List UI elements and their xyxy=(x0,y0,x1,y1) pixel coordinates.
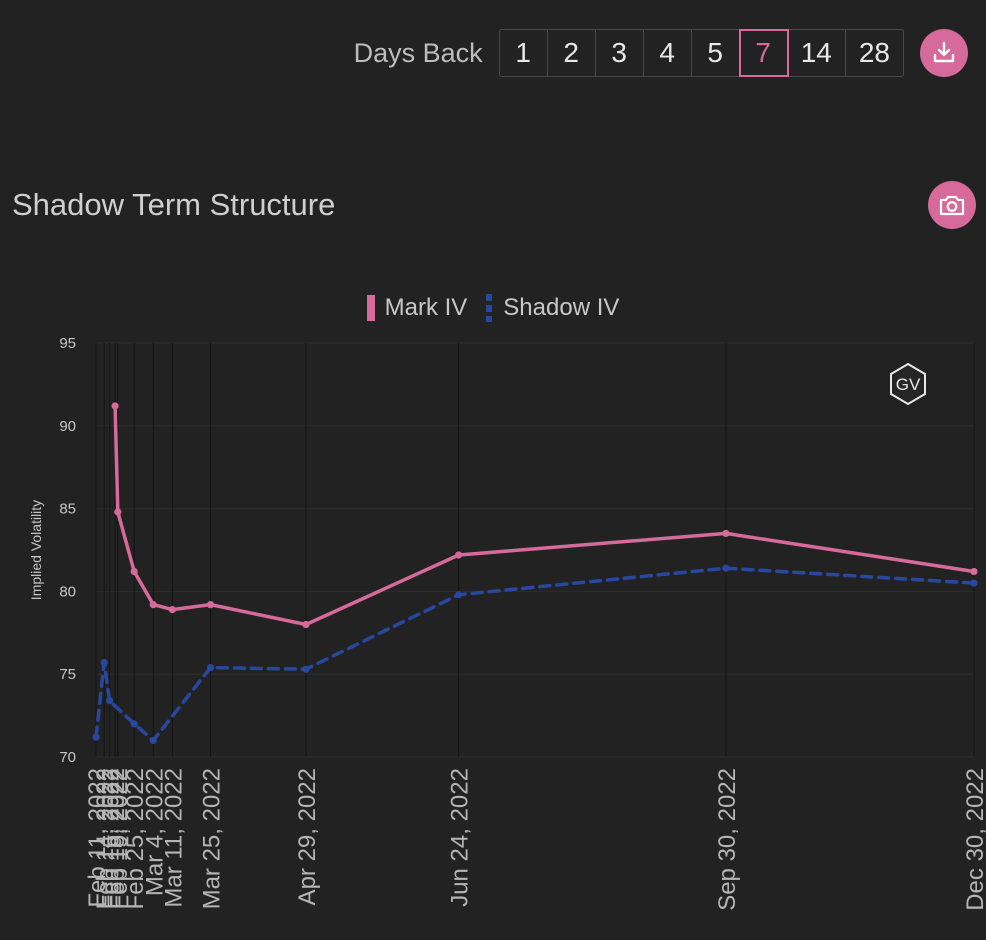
days-back-option-3[interactable]: 3 xyxy=(596,30,644,76)
data-point-shadow-iv xyxy=(106,697,114,705)
gv-logo-text: GV xyxy=(896,375,921,394)
data-point-shadow-iv xyxy=(100,659,108,667)
x-tick-label: Feb 16, 2022 xyxy=(98,768,125,909)
data-point-shadow-iv xyxy=(206,663,215,672)
y-tick-label: 85 xyxy=(59,501,76,518)
chart-legend: Mark IV Shadow IV xyxy=(0,294,986,322)
legend-item-shadow-iv[interactable]: Shadow IV xyxy=(485,294,619,322)
series-line-mark-iv xyxy=(113,404,976,627)
x-tick-label: Sep 30, 2022 xyxy=(714,768,741,911)
days-back-button-group: 1 2 3 4 5 7 14 28 xyxy=(498,29,904,77)
data-point-shadow-iv xyxy=(302,665,310,673)
days-back-label: Days Back xyxy=(353,37,483,68)
data-point-mark-iv xyxy=(722,529,730,538)
y-tick-label: 95 xyxy=(59,335,76,352)
days-back-option-14[interactable]: 14 xyxy=(788,30,846,76)
download-icon xyxy=(933,41,955,63)
legend-swatch-mark-iv xyxy=(366,295,375,321)
y-tick-label: 70 xyxy=(59,749,76,766)
days-back-option-4[interactable]: 4 xyxy=(644,30,692,76)
chart-header: Shadow Term Structure xyxy=(12,180,976,230)
x-tick-label: Feb 19, 2022 xyxy=(106,768,133,909)
x-tick-label: Mar 11, 2022 xyxy=(160,768,187,908)
x-tick-label: Feb 11, 2022 xyxy=(84,768,111,908)
x-tick-label: Dec 30, 2022 xyxy=(962,768,986,911)
x-tick-label: Feb 14, 2022 xyxy=(92,768,119,909)
camera-icon xyxy=(939,195,965,216)
data-point-mark-iv xyxy=(111,402,119,410)
data-point-shadow-iv xyxy=(92,733,100,741)
x-tick-label: Mar 4, 2022 xyxy=(141,768,168,896)
data-point-shadow-iv xyxy=(970,579,978,587)
x-tick-label: Apr 29, 2022 xyxy=(294,768,321,905)
data-point-mark-iv xyxy=(206,601,215,609)
x-tick-label: Feb 25, 2022 xyxy=(122,768,149,909)
y-tick-label: 75 xyxy=(59,666,76,683)
data-point-shadow-iv xyxy=(722,564,730,572)
x-tick-label: Mar 25, 2022 xyxy=(199,768,226,909)
chart-title: Shadow Term Structure xyxy=(12,187,336,222)
data-point-mark-iv xyxy=(149,601,157,609)
data-point-mark-iv xyxy=(130,567,138,576)
days-back-option-1[interactable]: 1 xyxy=(500,30,548,76)
legend-label-mark-iv: Mark IV xyxy=(384,294,468,321)
legend-label-shadow-iv: Shadow IV xyxy=(503,294,620,321)
data-point-mark-iv xyxy=(114,508,122,516)
days-back-toolbar: Days Back 1 2 3 4 5 7 14 28 xyxy=(354,29,968,77)
days-back-option-2[interactable]: 2 xyxy=(548,30,596,76)
data-point-mark-iv xyxy=(302,620,310,629)
data-point-mark-iv xyxy=(455,551,463,559)
y-tick-label: 90 xyxy=(59,418,76,435)
legend-item-mark-iv[interactable]: Mark IV xyxy=(366,294,468,322)
days-back-option-7[interactable]: 7 xyxy=(738,29,789,77)
download-button[interactable] xyxy=(920,29,968,77)
data-point-mark-iv xyxy=(970,567,978,576)
series-line-shadow-iv xyxy=(94,566,976,743)
data-point-shadow-iv xyxy=(130,720,138,728)
days-back-option-5[interactable]: 5 xyxy=(692,30,740,76)
x-tick-label: Feb 18, 2022 xyxy=(103,768,130,909)
legend-swatch-shadow-iv xyxy=(486,294,493,322)
y-tick-label: 80 xyxy=(59,583,76,600)
days-back-option-28[interactable]: 28 xyxy=(858,37,890,68)
gv-logo: GV xyxy=(890,362,926,406)
screenshot-button[interactable] xyxy=(928,181,976,229)
data-point-shadow-iv xyxy=(149,736,157,745)
data-point-mark-iv xyxy=(168,606,176,614)
data-point-shadow-iv xyxy=(455,591,463,599)
x-tick-label: Jun 24, 2022 xyxy=(447,768,474,907)
